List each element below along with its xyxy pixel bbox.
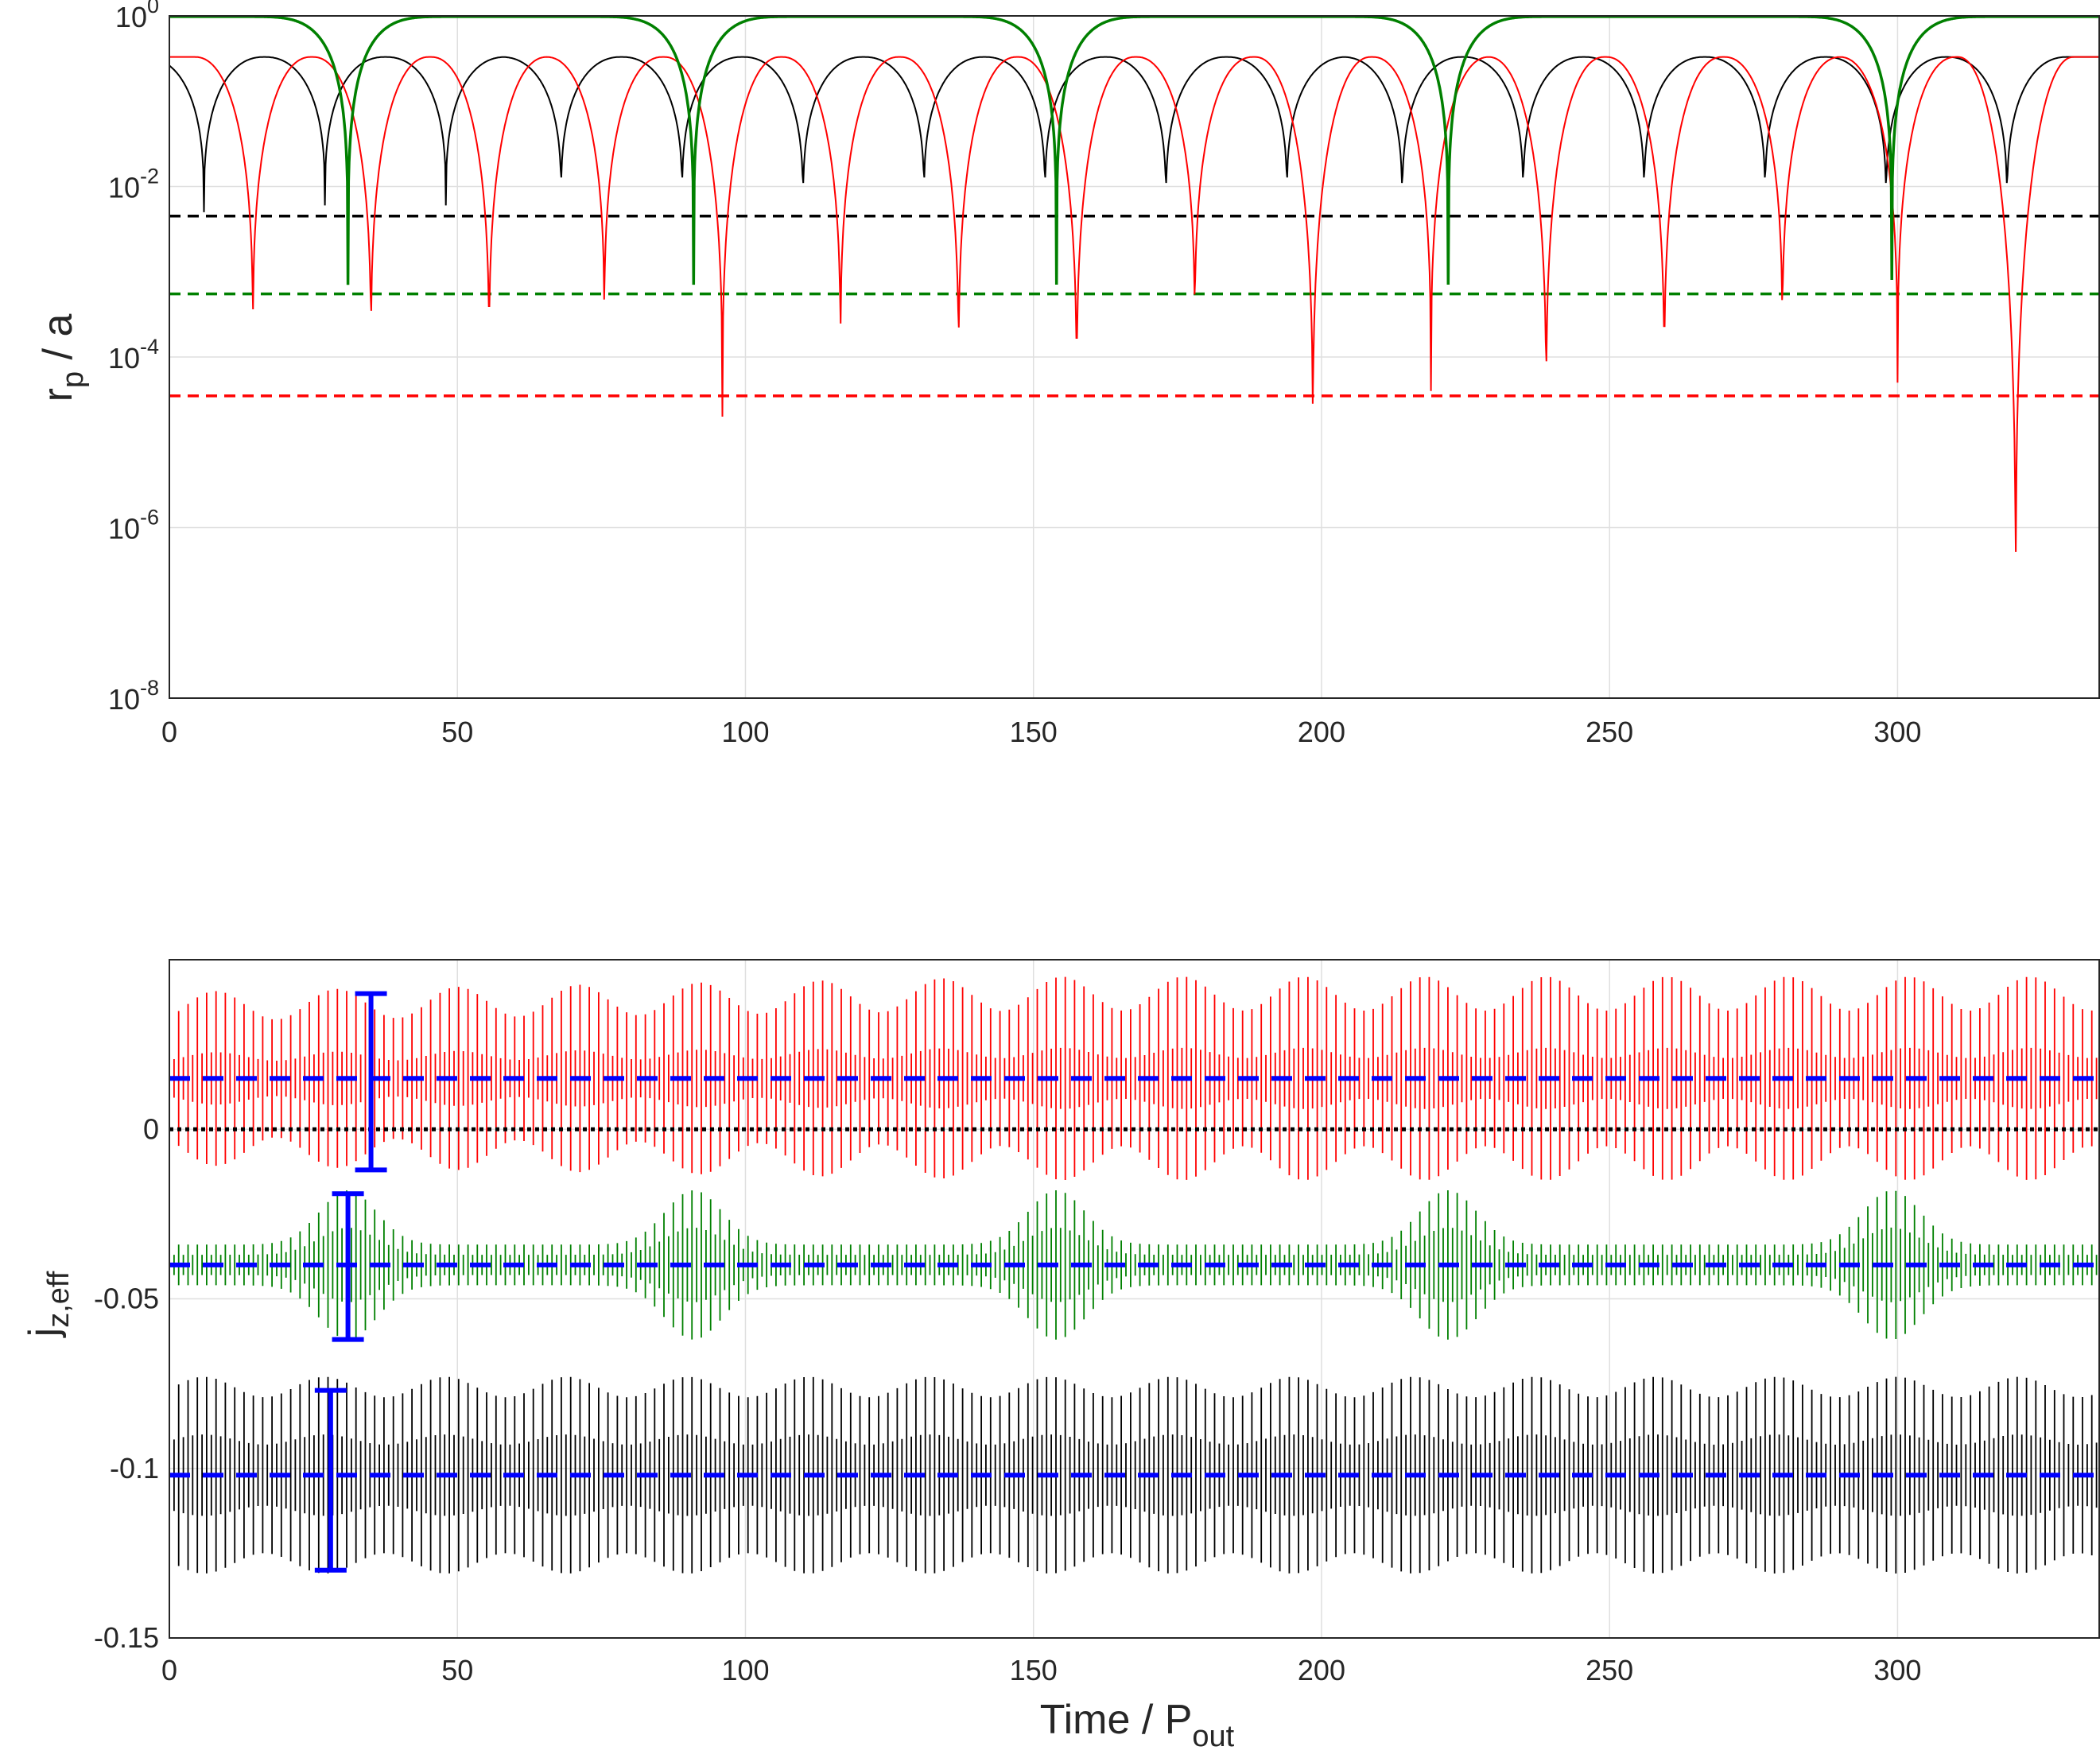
top-axes-box [169,15,2100,699]
top-y-tick-label: 10-2 [108,165,159,204]
bottom-y-tick-label: -0.05 [94,1283,159,1315]
top-y-tick-label: 10-4 [108,335,159,375]
error-bar [314,1387,347,1573]
top-x-tick-label: 300 [1873,716,1921,748]
bottom-mean-lines [169,1076,2099,1478]
bottom-x-tick-label: 200 [1298,1654,1345,1686]
bottom-x-axis-label: Time / Pout [1040,1697,1235,1753]
error-bar [332,1191,364,1342]
top-y-tick-label: 10-8 [108,676,159,716]
top-x-tick-label: 150 [1010,716,1058,748]
top-series-red [169,56,2099,553]
bottom-x-tick-label: 250 [1586,1654,1633,1686]
error-bar [355,991,387,1173]
bottom-x-tick-labels: 0 50 100 150 200 250 300 [161,1654,1921,1686]
top-y-axis-label: rp / a [35,314,90,402]
top-x-tick-label: 250 [1586,716,1633,748]
bottom-axes-box [169,959,2100,1639]
top-x-tick-labels: 0 50 100 150 200 250 300 [161,716,1921,748]
top-y-tick-label: 10-6 [108,506,159,545]
bottom-x-tick-label: 0 [161,1654,177,1686]
top-y-tick-labels: 100 10-2 10-4 10-6 10-8 [108,0,159,716]
jz-eff-panel: 0 50 100 150 200 250 300 0 -0.05 -0.1 -0.15 jz,ef… [21,959,2100,1753]
bottom-x-tick-label: 300 [1873,1654,1921,1686]
bottom-data-layer [169,976,2099,1574]
bottom-y-tick-label: -0.1 [110,1452,159,1485]
top-series-black [169,56,2099,212]
bottom-x-tick-label: 150 [1010,1654,1058,1686]
rp-over-a-panel: 0 50 100 150 200 250 300 100 10-2 10-4 10-6 10-8 r… [35,0,2100,748]
top-y-tick-label: 100 [115,0,159,33]
bottom-error-bars [314,991,387,1573]
bottom-y-tick-label: -0.15 [94,1621,159,1654]
top-x-tick-label: 100 [721,716,769,748]
top-x-tick-label: 50 [441,716,473,748]
bottom-y-tick-label: 0 [143,1112,159,1145]
bottom-x-tick-label: 50 [441,1654,473,1686]
bottom-y-tick-labels: 0 -0.05 -0.1 -0.15 [94,1112,159,1654]
top-reference-lines [169,214,2099,398]
bottom-y-axis-label: jz,eff [21,1271,76,1338]
top-x-tick-label: 200 [1298,716,1345,748]
top-x-tick-label: 0 [161,716,177,748]
bottom-x-tick-label: 100 [721,1654,769,1686]
